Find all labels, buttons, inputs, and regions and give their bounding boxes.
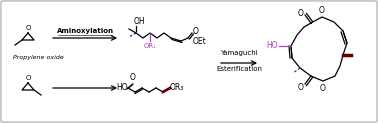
Text: Yamaguchi: Yamaguchi: [220, 50, 258, 56]
Text: Esterification: Esterification: [216, 66, 262, 72]
FancyBboxPatch shape: [1, 1, 377, 122]
Text: O: O: [193, 28, 199, 37]
Text: OR₃: OR₃: [170, 84, 184, 92]
Text: HO: HO: [266, 41, 278, 51]
Text: O: O: [297, 8, 303, 17]
Text: O: O: [130, 73, 136, 82]
Text: HO: HO: [116, 84, 128, 92]
Text: OR₁: OR₁: [144, 43, 156, 49]
Text: O: O: [297, 83, 303, 92]
Text: O: O: [320, 84, 326, 93]
Text: OEt: OEt: [193, 37, 207, 46]
Text: Propylene oxide: Propylene oxide: [13, 54, 64, 60]
Text: O: O: [25, 76, 31, 82]
Text: O: O: [319, 6, 325, 15]
Text: Aminoxylation: Aminoxylation: [56, 28, 113, 34]
Text: OH: OH: [134, 17, 146, 26]
Text: O: O: [25, 25, 31, 31]
